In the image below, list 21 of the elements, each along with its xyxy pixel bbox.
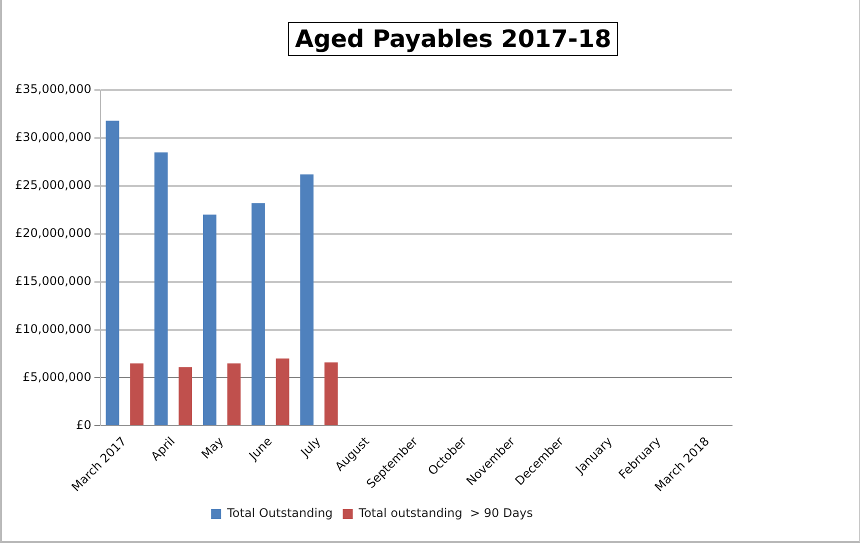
y-tick-label: £35,000,000 (15, 82, 92, 96)
y-tick-label: £5,000,000 (22, 370, 92, 384)
legend-label: Total outstanding > 90 Days (358, 506, 533, 520)
bar (106, 120, 120, 426)
y-tick-label: £0 (76, 418, 92, 432)
y-tick-label: £15,000,000 (15, 274, 92, 288)
y-tick-label: £30,000,000 (15, 130, 92, 144)
bar (202, 214, 216, 426)
bar (252, 203, 265, 426)
y-tick-label: £10,000,000 (15, 322, 92, 336)
bar (130, 363, 144, 426)
bar (300, 174, 314, 426)
y-tick-label: £25,000,000 (15, 178, 92, 192)
chart-title: Aged Payables 2017-18 (288, 22, 618, 56)
bar (227, 363, 241, 426)
bar (178, 367, 192, 426)
bar (324, 362, 338, 426)
bar (154, 152, 168, 426)
y-tick-label: £20,000,000 (15, 226, 92, 240)
bar (276, 358, 290, 426)
legend-label: Total Outstanding (226, 506, 333, 520)
